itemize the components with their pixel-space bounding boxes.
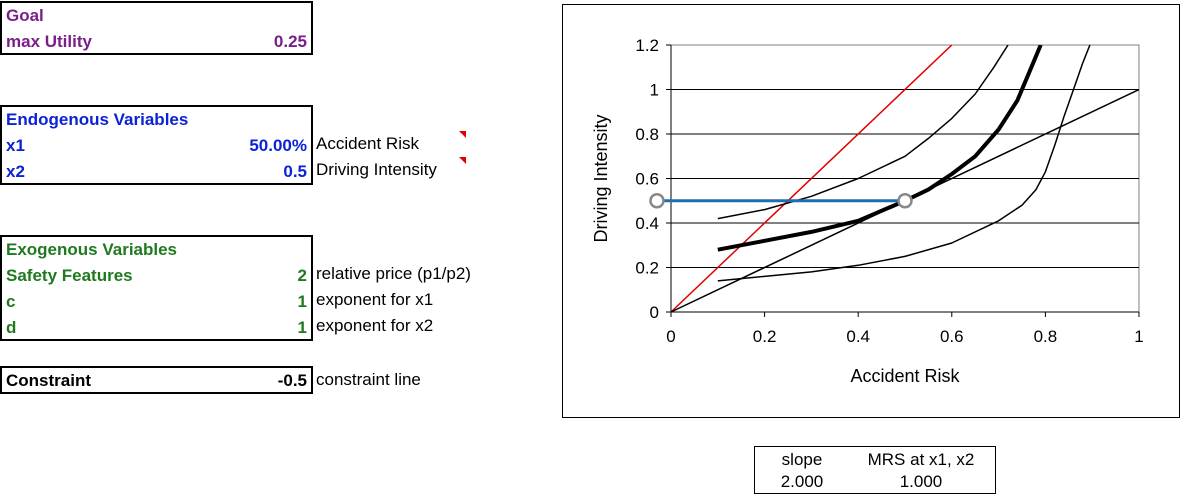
x1-row[interactable]: x1 50.00% [6, 133, 307, 159]
exogenous-box: Exogenous Variables Safety Features 2 c … [0, 235, 313, 341]
x-tick-label: 0.4 [846, 327, 870, 346]
goal-row[interactable]: max Utility 0.25 [6, 29, 307, 55]
c-note: exponent for x1 [316, 290, 434, 309]
point-marker [897, 193, 913, 209]
series-line-3 [717, 45, 1043, 252]
safety-features-row[interactable]: Safety Features 2 [6, 263, 307, 289]
slope-value: 2.000 [780, 472, 824, 491]
x2-row[interactable]: x2 0.5 [6, 159, 307, 185]
chart-frame[interactable]: 0 0.2 0.4 0.6 0.8 1 1.2 0 0.2 0.4 0.6 0.8 1 Accident … [562, 4, 1180, 418]
x2-label: x2 [6, 162, 25, 181]
comment-indicator-icon[interactable] [459, 157, 466, 164]
exogenous-header-row: Exogenous Variables [6, 237, 307, 263]
x-tick-label: 0 [666, 327, 675, 346]
constraint-label: Constraint [6, 371, 91, 390]
constraint-box: Constraint -0.5 [0, 366, 313, 394]
constraint-row[interactable]: Constraint -0.5 [6, 368, 307, 394]
x-tick-label: 1 [1134, 327, 1143, 346]
x1-note: Accident Risk [316, 134, 419, 153]
x-tick-label: 0.2 [753, 327, 777, 346]
y-tick-label: 1.2 [635, 36, 659, 55]
x-tick-label: 0.8 [1034, 327, 1058, 346]
endogenous-header: Endogenous Variables [6, 110, 189, 129]
goal-box: Goal max Utility 0.25 [0, 1, 313, 55]
slope-header: slope [781, 450, 823, 469]
x-axis-label: Accident Risk [850, 366, 960, 386]
goal-header-row: Goal [6, 3, 307, 29]
x2-value[interactable]: 0.5 [283, 162, 307, 181]
endogenous-header-row: Endogenous Variables [6, 107, 307, 133]
safety-features-note: relative price (p1/p2) [316, 264, 471, 283]
c-label: c [6, 292, 16, 311]
series-line-4 [717, 45, 1009, 220]
y-tick-label: 0.8 [635, 125, 659, 144]
constraint-note: constraint line [316, 370, 421, 389]
d-row[interactable]: d 1 [6, 315, 307, 341]
point-marker [649, 193, 665, 209]
y-tick-label: 0.4 [635, 214, 659, 233]
mrs-header: MRS at x1, x2 [867, 450, 975, 469]
y-tick-label: 0.6 [635, 170, 659, 189]
d-value[interactable]: 1 [297, 318, 307, 337]
exogenous-header: Exogenous Variables [6, 240, 178, 259]
constraint-value[interactable]: -0.5 [277, 371, 307, 390]
endogenous-box: Endogenous Variables x1 50.00% x2 0.5 [0, 105, 313, 185]
y-axis-label: Driving Intensity [591, 114, 611, 242]
c-row[interactable]: c 1 [6, 289, 307, 315]
c-value[interactable]: 1 [297, 292, 307, 311]
series-line-0 [670, 45, 953, 313]
series-group [657, 45, 1139, 313]
utility-chart: 0 0.2 0.4 0.6 0.8 1 1.2 0 0.2 0.4 0.6 0.8 1 Accident … [591, 36, 1144, 386]
mrs-table: slope MRS at x1, x2 2.000 1.000 [754, 446, 996, 494]
d-note: exponent for x2 [316, 316, 434, 335]
x-tick-label: 0.6 [940, 327, 964, 346]
x1-value[interactable]: 50.00% [249, 136, 307, 155]
y-tick-label: 0 [650, 303, 659, 322]
x2-note: Driving Intensity [316, 160, 437, 179]
safety-features-label: Safety Features [6, 266, 133, 285]
comment-indicator-icon[interactable] [459, 131, 466, 138]
mrs-value: 1.000 [899, 472, 943, 491]
y-tick-label: 0.2 [635, 259, 659, 278]
y-tick-label: 1 [650, 81, 659, 100]
goal-header: Goal [6, 6, 44, 25]
safety-features-value[interactable]: 2 [297, 266, 307, 285]
d-label: d [6, 318, 17, 337]
goal-label: max Utility [6, 32, 92, 51]
x1-label: x1 [6, 136, 25, 155]
series-line-2 [717, 45, 1091, 282]
goal-value[interactable]: 0.25 [273, 32, 307, 51]
